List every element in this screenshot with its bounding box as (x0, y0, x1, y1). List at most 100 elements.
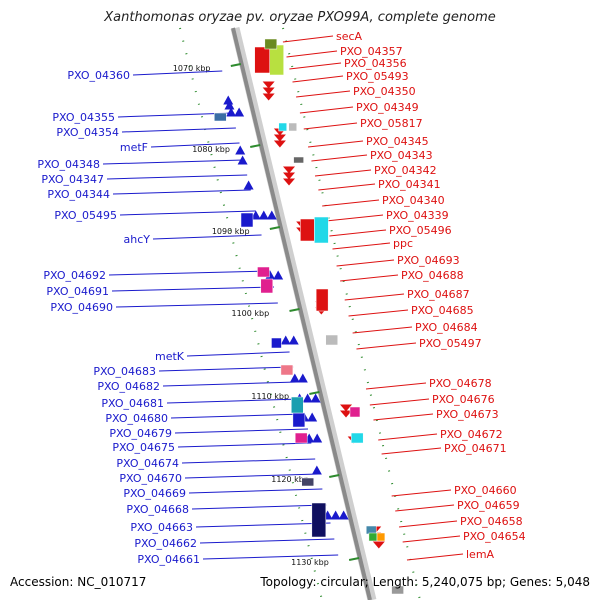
blue-gene-arrow (338, 510, 349, 520)
right-leader-line (308, 140, 364, 148)
blue-gene-arrow (250, 210, 261, 220)
right-gene-label: PXO_04350 (353, 85, 416, 98)
blue-gene-arrow (226, 107, 237, 117)
left-leader-line (202, 554, 339, 560)
right-gene-label: PXO_04357 (340, 45, 403, 58)
right-gene-label: PXO_04339 (386, 209, 449, 222)
blue-gene-arrow (312, 433, 323, 443)
gene-block-cyan (278, 122, 287, 132)
right-leader-line (356, 342, 417, 350)
red-gene-arrow (283, 166, 296, 174)
right-gene-label: PXO_04676 (432, 393, 495, 406)
blue-gene-arrow (224, 100, 235, 110)
gene-block-red (254, 46, 271, 74)
left-leader-line (150, 142, 240, 148)
gene-block-magenta (294, 432, 308, 444)
kbp-label: 1100 kbp (231, 309, 269, 318)
gene-block-grey (325, 334, 338, 346)
left-gene-label: PXO_04679 (109, 427, 172, 440)
gene-block-blue (271, 337, 282, 349)
left-gene-label: PXO_04683 (93, 365, 156, 378)
right-leader-line (336, 259, 395, 267)
kbp-label: 1110 kbp (251, 392, 289, 401)
left-leader-line (119, 210, 256, 216)
right-leader-line (381, 447, 442, 455)
kbp-label: 1090 kbp (212, 227, 250, 236)
red-gene-arrow (340, 410, 353, 418)
right-leader-line (314, 169, 372, 177)
kbp-tick (289, 308, 300, 312)
right-leader-line (402, 535, 461, 543)
left-leader-line (106, 174, 248, 180)
kbp-tick (309, 391, 320, 395)
left-leader-line (117, 112, 233, 118)
left-gene-label: PXO_04682 (97, 380, 160, 393)
gene-block-grey (293, 156, 304, 164)
blue-gene-arrow (243, 180, 254, 190)
right-gene-label: ppc (393, 237, 413, 250)
right-leader-line (395, 504, 455, 512)
blue-gene-arrow (297, 373, 308, 383)
right-gene-label: PXO_04654 (463, 530, 526, 543)
right-leader-line (378, 433, 438, 441)
left-gene-label: PXO_04661 (137, 553, 200, 566)
left-gene-label: PXO_04354 (56, 126, 119, 139)
kbp-label: 1070 kbp (173, 64, 211, 73)
right-gene-label: PXO_04660 (454, 484, 517, 497)
right-gene-label: PXO_05817 (360, 117, 423, 130)
right-leader-line (329, 229, 387, 237)
right-leader-line (292, 75, 344, 83)
left-gene-label: PXO_04344 (47, 188, 110, 201)
right-leader-line (352, 326, 413, 334)
left-leader-line (166, 398, 301, 404)
right-leader-line (311, 154, 368, 162)
blue-gene-arrow (235, 145, 246, 155)
left-gene-label: PXO_04663 (130, 521, 193, 534)
right-gene-label: PXO_05497 (419, 337, 482, 350)
left-leader-line (195, 522, 331, 528)
blue-gene-arrow (237, 155, 248, 165)
gene-block-navy (311, 502, 327, 538)
right-leader-line (322, 199, 380, 207)
kbp-ticks: 1070 kbp 1080 kbp 1090 kbp 1100 kbp 1110 kbp… (173, 63, 360, 567)
map-title: Xanthomonas oryzae pv. oryzae PXO99A, co… (104, 10, 496, 25)
left-leader-line (199, 538, 335, 544)
left-leader-line (132, 70, 223, 76)
gene-block-lime (269, 44, 284, 76)
gene-block-blue (292, 412, 306, 428)
gene-block-orange (376, 532, 386, 542)
blue-gene-arrow (266, 210, 277, 220)
left-gene-label: PXO_04681 (101, 397, 164, 410)
left-gene-label: PXO_04674 (116, 457, 179, 470)
left-gene-label: PXO_04355 (52, 111, 115, 124)
gene-block-magenta (257, 266, 270, 278)
kbp-tick (250, 144, 261, 148)
kbp-tick (329, 474, 340, 478)
right-gene-label: PXO_04343 (370, 149, 433, 162)
left-leader-line (115, 302, 278, 308)
left-leader-line (177, 442, 312, 448)
right-gene-label: PXO_04678 (429, 377, 492, 390)
right-leader-line (373, 413, 434, 421)
left-leader-line (170, 413, 305, 419)
red-gene-arrow (372, 541, 385, 549)
left-gene-label: PXO_04691 (46, 285, 109, 298)
gene-block-red (300, 218, 315, 242)
left-gene-label: PXO_04360 (67, 69, 130, 82)
right-gene-label: lemA (466, 548, 495, 561)
blue-gene-arrow (234, 107, 245, 117)
left-leader-line (112, 189, 251, 195)
right-leader-line (365, 382, 427, 390)
right-leader-lines (282, 35, 464, 561)
red-gene-arrow (273, 140, 286, 148)
right-gene-label: PXO_04672 (440, 428, 503, 441)
left-leader-line (111, 286, 275, 292)
gene-block-olive (264, 38, 278, 50)
right-gene-label: PXO_04684 (415, 321, 478, 334)
blue-gene-arrow (280, 335, 291, 345)
left-gene-label: metK (155, 350, 185, 363)
blue-gene-arrow (307, 412, 318, 422)
genome-summary-text: Topology: circular; Length: 5,240,075 bp… (260, 575, 590, 589)
